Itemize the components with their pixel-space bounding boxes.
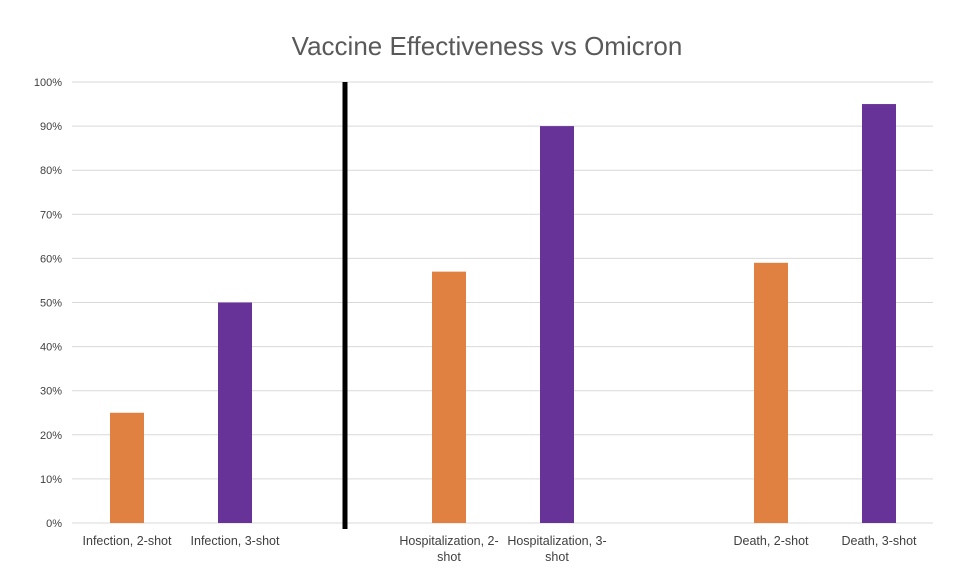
y-tick-label: 60% (40, 253, 62, 265)
x-category-label: Infection, 3-shot (191, 534, 280, 548)
bar-4 (540, 126, 574, 523)
bar-2 (218, 302, 252, 523)
y-axis-ticks: 0% 10% 20% 30% 40% 50% 60% 70% 80% 90% 100% (34, 77, 62, 530)
x-category-label: Hospitalization, 3-shot (507, 534, 606, 564)
x-category-label: Death, 3-shot (841, 534, 917, 548)
x-category-label: Death, 2-shot (733, 534, 809, 548)
y-tick-label: 0% (46, 518, 62, 530)
y-tick-label: 10% (40, 474, 62, 486)
x-axis-labels: Infection, 2-shot Infection, 3-shot Hospit… (83, 534, 918, 564)
y-tick-label: 70% (40, 209, 62, 221)
y-tick-label: 30% (40, 386, 62, 398)
bar-1 (110, 412, 144, 523)
bars (110, 104, 896, 524)
y-tick-label: 50% (40, 298, 62, 310)
y-tick-label: 90% (40, 121, 62, 133)
y-tick-label: 80% (40, 165, 62, 177)
y-tick-label: 20% (40, 430, 62, 442)
x-category-label: Hospitalization, 2-shot (399, 534, 498, 564)
y-tick-label: 100% (34, 77, 62, 89)
y-tick-label: 40% (40, 342, 62, 354)
gridlines (72, 81, 933, 524)
bar-6 (862, 104, 896, 524)
x-category-label: Infection, 2-shot (83, 534, 172, 548)
bar-3 (432, 271, 466, 523)
bar-5 (754, 262, 788, 523)
chart-title: Vaccine Effectiveness vs Omicron (292, 31, 683, 61)
